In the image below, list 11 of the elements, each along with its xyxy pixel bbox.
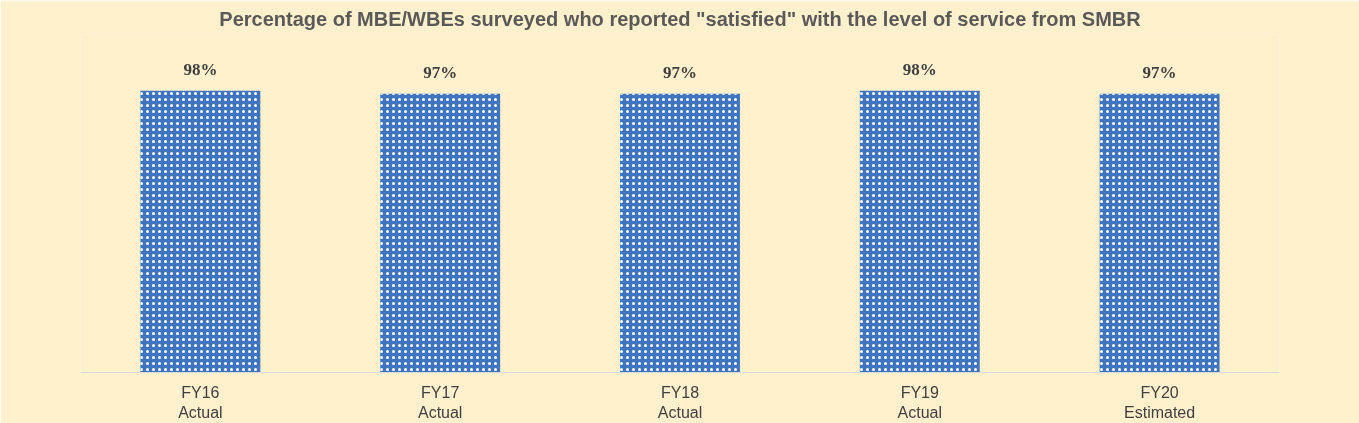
x-tick-label: FY17 Actual <box>417 383 463 421</box>
x-tick-label: FY20 Estimated <box>1124 383 1196 421</box>
data-label: 97% <box>663 62 697 82</box>
x-tick-label: FY18 Actual <box>657 383 703 421</box>
data-label: 97% <box>1142 62 1177 82</box>
data-label: 98% <box>902 59 937 79</box>
data-label: 98% <box>183 59 218 79</box>
x-tick-label: FY19 Actual <box>897 383 943 421</box>
data-label: 97% <box>423 62 458 82</box>
x-tick-label: FY16 Actual <box>178 383 223 421</box>
chart-title: Percentage of MBE/WBEs surveyed who reported "satisfied" with the level of service from SMBR <box>219 7 1142 30</box>
